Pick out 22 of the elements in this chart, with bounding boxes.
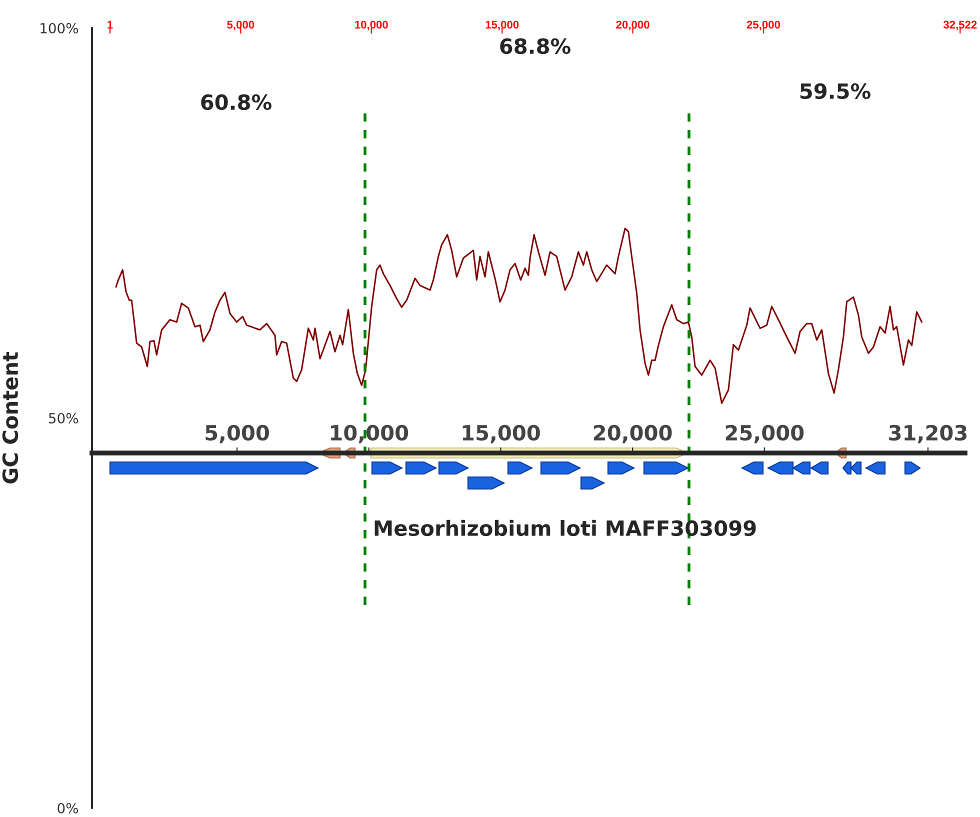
x2-tick-label: 5,000 <box>206 424 269 444</box>
x-tick-label: 32,522 <box>943 20 977 30</box>
x-tick-label: 15,000 <box>486 20 519 30</box>
annotation: Mesorhizobium loti MAFF303099 <box>374 520 756 536</box>
x2-tick-label: 20,000 <box>594 424 672 444</box>
x-tick-label: 5,000 <box>227 20 254 30</box>
x-tick-label: 1 <box>108 20 113 28</box>
annotation: 60.8% <box>201 94 272 110</box>
annotation: 68.8% <box>500 38 570 54</box>
x2-tick-label: 25,000 <box>726 424 804 444</box>
x2-tick-label: 31,203 <box>889 424 967 444</box>
x2-tick-label: 15,000 <box>462 424 540 444</box>
y-axis-title: GC Content <box>2 352 18 484</box>
y-tick-label: 50% <box>49 412 78 424</box>
annotation: 59.5% <box>800 83 870 100</box>
x-tick-label: 10,000 <box>355 20 388 30</box>
line-series <box>115 228 923 404</box>
x-tick-label: 20,000 <box>616 20 650 30</box>
y-tick-label: 100% <box>40 22 78 34</box>
x-tick-label: 25,000 <box>746 20 780 30</box>
y-tick-label: 0% <box>58 802 78 814</box>
x2-tick-label: 10,000 <box>331 424 408 444</box>
